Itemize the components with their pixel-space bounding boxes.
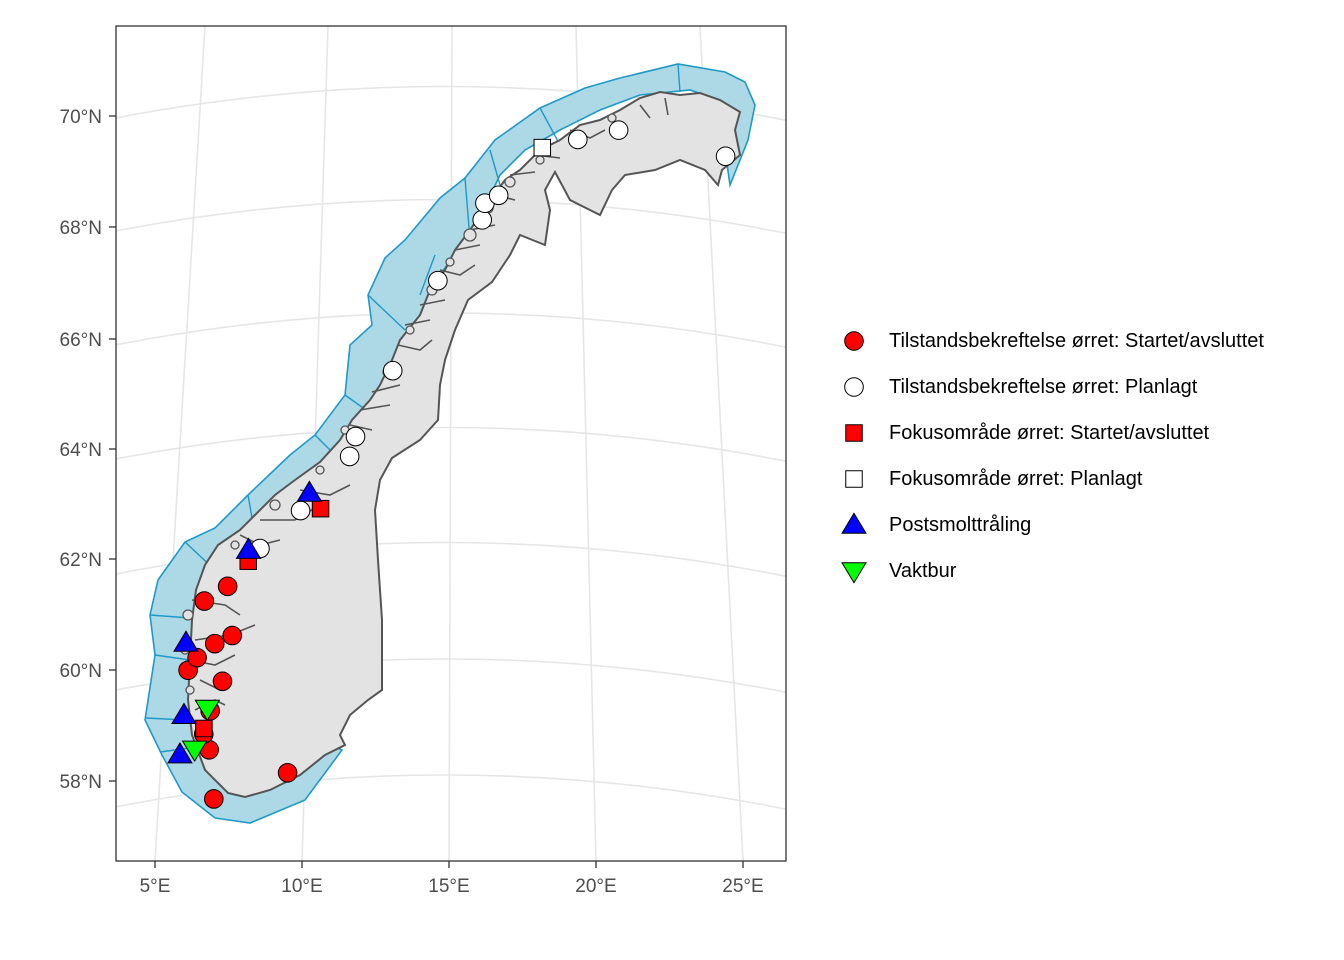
point-fokusomr-de-rret-startet-avsluttet-2 [311,499,330,518]
point-tilstandsbekreftelse-rret-startet-avsluttet-12 [217,576,238,597]
sea-zone-border [489,149,501,186]
point-postsmolttr-ling-3 [173,630,199,652]
point-tilstandsbekreftelse-rret-startet-avsluttet-2 [277,762,298,783]
point-fokusomr-de-rret-startet-avsluttet-3 [195,719,213,738]
legend-key-symbol [844,331,864,351]
sea-zone-border [419,254,436,296]
legend-label: Tilstandsbekreftelse ørret: Startet/avsl… [889,329,1264,352]
legend-label: Fokusområde ørret: Planlagt [889,467,1143,490]
point-tilstandsbekreftelse-rret-planlagt-6 [428,270,448,291]
point-postsmolttr-ling-2 [296,480,323,502]
y-tick-label-5: 66°N [60,330,102,351]
points-layer [167,120,736,809]
point-tilstandsbekreftelse-rret-startet-avsluttet-1 [204,789,224,809]
y-tick-label-7: 70°N [60,107,102,128]
x-tick-label-2: 10°E [281,876,322,897]
point-tilstandsbekreftelse-rret-planlagt-10 [567,129,588,150]
legend-label: Fokusområde ørret: Startet/avsluttet [889,421,1210,444]
sea-zone-border [677,63,681,93]
point-tilstandsbekreftelse-rret-planlagt-5 [382,360,403,381]
legend-label: Postsmolttråling [889,513,1032,536]
legend-key-symbol [845,470,863,488]
grid-line-64n [116,426,786,463]
x-tick-label-5: 25°E [722,876,763,897]
map-panel [116,26,786,861]
x-tick-label-3: 15°E [428,876,469,897]
point-tilstandsbekreftelse-rret-planlagt-4 [345,426,366,447]
legend-key-symbol [841,562,867,584]
point-vaktbur-2 [181,740,208,763]
sea-zone-border [159,747,191,753]
legend-key-symbol [844,377,864,397]
legend-item: Tilstandsbekreftelse ørret: Planlagt [835,364,1264,410]
y-tick-label-3: 62°N [60,550,102,571]
point-tilstandsbekreftelse-rret-startet-avsluttet-9 [204,633,225,654]
grid-line-15e [448,26,453,861]
y-tick-label-2: 60°N [60,661,102,682]
x-tick-label-4: 20°E [575,876,616,897]
legend-item: Fokusområde ørret: Planlagt [835,456,1264,502]
point-tilstandsbekreftelse-rret-startet-avsluttet-11 [194,591,215,611]
panel-border [115,25,787,862]
y-tick-label-6: 68°N [60,218,102,239]
point-vaktbur-1 [194,699,221,722]
y-tick-label-4: 64°N [60,440,102,461]
point-tilstandsbekreftelse-rret-planlagt-3 [339,446,360,467]
point-tilstandsbekreftelse-rret-startet-avsluttet-6 [212,671,233,692]
legend-label: Vaktbur [889,559,957,582]
norway-land [186,90,742,799]
legend-key-symbol [841,512,867,534]
legend-item: Fokusområde ørret: Startet/avsluttet [835,410,1264,456]
point-tilstandsbekreftelse-rret-planlagt-7 [472,210,493,230]
legend-item: Postsmolttråling [835,502,1264,548]
point-postsmolttr-ling-5 [167,741,193,764]
x-tick-label-1: 5°E [140,876,171,897]
y-tick-label-1: 58°N [60,772,102,793]
point-tilstandsbekreftelse-rret-planlagt-12 [715,146,736,167]
legend-label: Tilstandsbekreftelse ørret: Planlagt [889,375,1198,398]
legend-item: Vaktbur [835,548,1264,594]
sea-zone-border [367,294,406,331]
sea-zone-border [539,107,561,146]
legend: Tilstandsbekreftelse ørret: Startet/avsl… [835,318,1264,594]
axes: 5°E 10°E 15°E 20°E 25°E 58°N 60°N 62°N 64°N 66°N 6… [60,107,764,897]
legend-key-symbol [845,424,863,442]
point-postsmolttr-ling-1 [235,537,262,559]
point-tilstandsbekreftelse-rret-planlagt-9 [488,185,509,206]
point-tilstandsbekreftelse-rret-planlagt-11 [608,120,629,140]
point-postsmolttr-ling-4 [171,702,197,724]
sea-zone-border [154,654,191,661]
point-tilstandsbekreftelse-rret-planlagt-2 [290,500,311,521]
point-fokusomr-de-rret-planlagt-1 [533,138,552,157]
legend-item: Tilstandsbekreftelse ørret: Startet/avsl… [835,318,1264,364]
point-tilstandsbekreftelse-rret-startet-avsluttet-10 [222,625,243,646]
point-tilstandsbekreftelse-rret-startet-avsluttet-8 [187,647,207,668]
